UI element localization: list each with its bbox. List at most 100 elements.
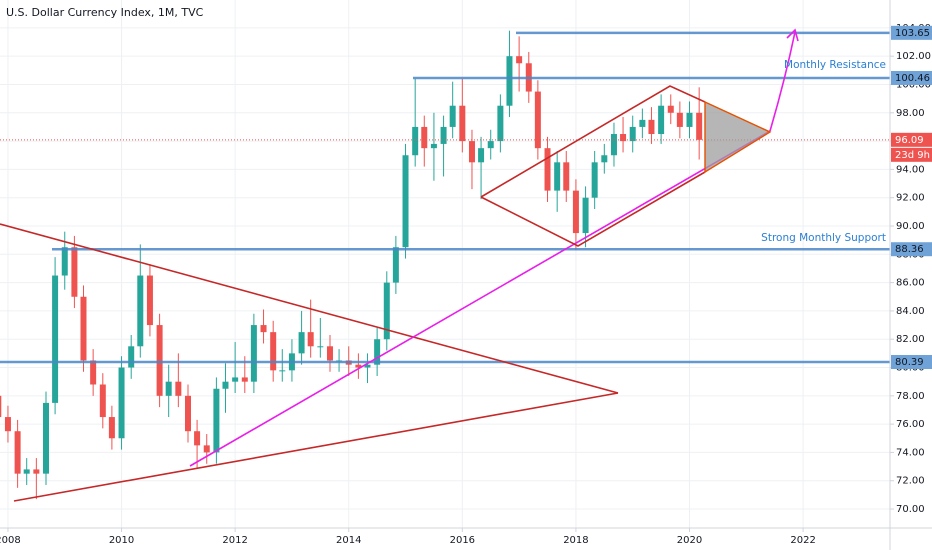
y-tick-label: 76.00 (896, 419, 925, 430)
channel (480, 85, 706, 198)
x-tick-label: 2010 (109, 535, 134, 546)
candle-body (326, 346, 333, 361)
level-label-box (891, 25, 932, 40)
candle-body (430, 143, 437, 149)
candles (0, 30, 703, 500)
y-tick-label: 74.00 (896, 447, 925, 458)
candle-body (165, 381, 172, 396)
candle-body (459, 105, 466, 142)
annotation: Strong Monthly Support (761, 232, 886, 244)
candle-body (128, 346, 135, 368)
level-label: 80.39 (895, 357, 924, 368)
candle-body (23, 469, 30, 474)
last-price-label: 96.09 (895, 135, 924, 146)
level-label-box (891, 242, 932, 257)
candle-body (534, 91, 541, 149)
candle-body (563, 162, 570, 191)
candle-body (108, 417, 115, 439)
candle-body (118, 367, 125, 439)
y-tick-label: 92.00 (896, 193, 925, 204)
candle-body (43, 402, 50, 474)
candle-body (601, 155, 608, 163)
trendline (13, 392, 619, 502)
candle-body (213, 388, 220, 453)
countdown-label: 23d 9h (895, 150, 930, 161)
candle-body (61, 247, 68, 276)
candle-body (137, 275, 144, 347)
candle-body (156, 325, 163, 396)
candle-body (232, 377, 239, 382)
candle-body (203, 445, 210, 453)
x-tick-label: 2018 (563, 535, 588, 546)
candle-body (544, 148, 551, 191)
candle-body (14, 431, 21, 474)
candle-body (383, 282, 390, 340)
candle-body (696, 112, 703, 140)
candle-body (194, 431, 201, 446)
x-tick-label: 2012 (222, 535, 247, 546)
x-tick-label: 2020 (677, 535, 702, 546)
candle-body (402, 155, 409, 248)
candle-body (270, 332, 277, 371)
candle-body (421, 126, 428, 149)
y-tick-label: 102.00 (896, 51, 931, 62)
candle-body (250, 325, 257, 382)
candle-body (279, 370, 286, 372)
candle-body (364, 364, 371, 368)
trendline (189, 130, 771, 467)
candle-body (317, 346, 324, 348)
candle-body (80, 296, 87, 361)
candle-body (468, 141, 475, 163)
candle-body (184, 395, 191, 432)
channel (480, 171, 706, 247)
candle-body (449, 105, 456, 127)
candle-body (554, 162, 561, 191)
candle-body (676, 112, 683, 127)
y-tick-label: 90.00 (896, 221, 925, 232)
x-tick-label: 2022 (790, 535, 815, 546)
candle-body (33, 469, 40, 474)
candle-body (175, 381, 182, 396)
candle-body (582, 197, 589, 234)
candle-body (591, 162, 598, 198)
candle-body (298, 332, 305, 354)
x-tick-label: 2016 (450, 535, 475, 546)
y-tick-label: 100.00 (896, 79, 931, 90)
y-tick-label: 78.00 (896, 391, 925, 402)
candle-body (629, 126, 636, 142)
candle-body (667, 105, 674, 113)
candle-body (71, 247, 78, 297)
candle-body (648, 119, 655, 135)
candle-body (412, 126, 419, 156)
candle-body (90, 360, 97, 385)
x-tick-label: 2014 (336, 535, 361, 546)
candle-body (146, 275, 153, 326)
chart-title: U.S. Dollar Currency Index, 1M, TVC (6, 6, 204, 19)
candle-body (52, 275, 59, 403)
candle-body (516, 56, 523, 64)
y-tick-label: 94.00 (896, 164, 925, 175)
countdown-box (891, 147, 932, 162)
arrow (769, 31, 796, 132)
candle-body (686, 112, 693, 127)
candle-body (241, 377, 248, 382)
level-label: 88.36 (895, 244, 924, 255)
y-tick-label: 98.00 (896, 108, 925, 119)
candle-body (620, 134, 627, 142)
annotation: Monthly Resistance (784, 59, 886, 71)
candle-body (506, 56, 513, 106)
candle-body (497, 105, 504, 142)
y-tick-label: 82.00 (896, 334, 925, 345)
level-label: 100.46 (895, 73, 930, 84)
y-tick-label: 86.00 (896, 278, 925, 289)
candle-body (99, 384, 106, 418)
candle-body (307, 332, 314, 347)
y-tick-label: 84.00 (896, 306, 925, 317)
triangle (704, 100, 772, 174)
candle-body (260, 325, 267, 333)
candle-body (222, 381, 229, 389)
candle-body (487, 141, 494, 149)
level-label-box (891, 355, 932, 370)
x-tick-label: 2008 (0, 535, 21, 546)
